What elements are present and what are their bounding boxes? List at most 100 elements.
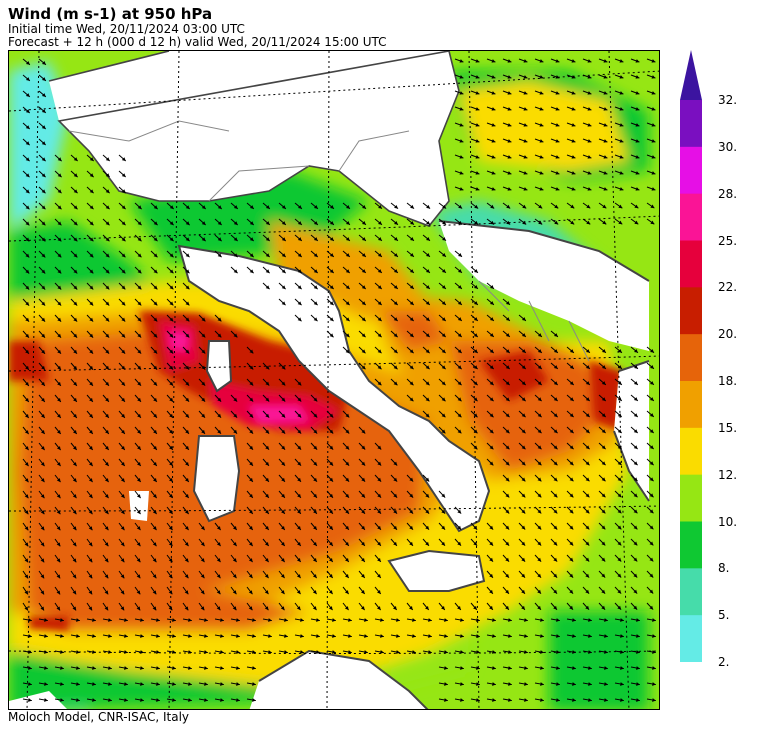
wind-arrow-head xyxy=(73,413,77,418)
wind-arrow-head xyxy=(281,477,285,482)
wind-arrow-head xyxy=(489,429,494,434)
wind-arrow-head xyxy=(409,509,414,514)
wind-arrow-head xyxy=(24,446,29,451)
wind-arrow-head xyxy=(425,381,430,386)
wind-arrow-head xyxy=(505,557,510,562)
wind-arrow-head xyxy=(329,558,333,562)
wind-arrow-head xyxy=(168,510,173,515)
wind-arrow-head xyxy=(265,365,270,370)
wind-arrow-head xyxy=(601,461,606,466)
wind-arrow-head xyxy=(537,477,542,482)
wind-arrow-head xyxy=(508,666,512,670)
wind-arrow-head xyxy=(44,682,48,686)
wind-arrow-head xyxy=(248,526,253,530)
wind-arrow-head xyxy=(473,317,478,321)
wind-arrow-head xyxy=(137,269,142,274)
wind-arrow-head xyxy=(620,650,624,654)
wind-arrow-head xyxy=(313,477,317,482)
wind-arrow-head xyxy=(184,542,189,547)
wind-arrow-head xyxy=(601,349,606,353)
wind-arrow-head xyxy=(25,93,30,97)
wind-arrow-head xyxy=(152,478,157,482)
wind-arrow-head xyxy=(601,525,606,530)
wind-field-svg xyxy=(9,51,659,709)
wind-arrow-head xyxy=(169,445,173,450)
wind-arrow-head xyxy=(72,558,77,563)
wind-arrow-head xyxy=(426,220,431,225)
wind-arrow-head xyxy=(410,237,414,241)
wind-arrow-head xyxy=(120,542,125,547)
wind-arrow-head xyxy=(569,493,574,498)
wind-arrow-head xyxy=(507,107,512,111)
wind-arrow-head xyxy=(121,381,125,386)
wind-arrow-head xyxy=(297,477,301,482)
wind-arrow-head xyxy=(635,91,640,95)
wind-arrow-head xyxy=(233,397,238,402)
wind-arrow-head xyxy=(297,317,302,322)
wind-arrow-head xyxy=(425,413,430,418)
wind-arrow-head xyxy=(489,381,494,386)
wind-arrow-head xyxy=(475,187,480,191)
wind-arrow-head xyxy=(217,205,222,209)
wind-arrow-head xyxy=(72,462,77,467)
wind-arrow-head xyxy=(603,187,608,191)
wind-arrow-head xyxy=(553,381,558,385)
wind-arrow-head xyxy=(585,397,590,401)
wind-arrow-head xyxy=(169,269,174,274)
wind-arrow-head xyxy=(460,682,464,686)
wind-arrow-head xyxy=(508,698,512,702)
wind-arrow-head xyxy=(428,650,432,654)
wind-arrow-head xyxy=(649,445,654,450)
wind-arrow-head xyxy=(57,413,61,418)
wind-arrow-head xyxy=(635,123,640,127)
wind-arrow-head xyxy=(553,365,558,369)
wind-arrow-head xyxy=(619,75,624,79)
wind-arrow-head xyxy=(555,59,560,63)
wind-arrow-head xyxy=(569,525,574,530)
wind-arrow-head xyxy=(73,157,78,162)
wind-arrow-head xyxy=(571,123,576,127)
wind-arrow-head xyxy=(201,413,206,418)
wind-arrow-head xyxy=(507,75,512,79)
wind-arrow-head xyxy=(377,253,382,257)
wind-arrow-head xyxy=(393,509,398,514)
wind-arrow-head xyxy=(521,573,526,578)
wind-arrow-head xyxy=(505,605,509,610)
wind-arrow-head xyxy=(329,429,334,434)
wind-arrow-head xyxy=(232,606,237,611)
wind-arrow-head xyxy=(169,317,174,322)
colorbar-label: 15. xyxy=(718,420,738,435)
wind-arrow-head xyxy=(601,493,606,498)
wind-arrow-head xyxy=(361,429,366,434)
wind-arrow-head xyxy=(121,301,126,306)
wind-arrow-head xyxy=(361,237,366,241)
wind-arrow-head xyxy=(617,525,622,530)
wind-arrow-head xyxy=(633,589,638,594)
wind-arrow-head xyxy=(88,462,93,467)
wind-arrow-head xyxy=(41,237,46,242)
wind-arrow-head xyxy=(459,75,464,79)
forecast-valid-label: Forecast + 12 h (000 d 12 h) valid Wed, … xyxy=(8,35,387,49)
wind-arrow-head xyxy=(601,445,606,450)
initial-time-label: Initial time Wed, 20/11/2024 03:00 UTC xyxy=(8,22,245,36)
wind-arrow-head xyxy=(249,381,254,386)
wind-arrow-head xyxy=(619,171,624,175)
wind-arrow-head xyxy=(265,253,270,258)
wind-arrow-head xyxy=(105,253,110,258)
wind-arrow-head xyxy=(618,204,623,209)
wind-arrow-head xyxy=(537,445,542,450)
wind-arrow-head xyxy=(57,205,62,210)
wind-arrow-head xyxy=(620,618,624,622)
wind-arrow-head xyxy=(539,59,544,63)
wind-arrow-head xyxy=(617,381,622,385)
wind-arrow-head xyxy=(281,253,286,258)
wind-arrow-head xyxy=(457,365,462,370)
wind-arrow-head xyxy=(217,333,222,338)
wind-arrow-head xyxy=(489,589,493,594)
wind-arrow-head xyxy=(41,414,45,418)
wind-arrow-head xyxy=(361,525,365,530)
wind-arrow-head xyxy=(473,541,478,546)
wind-arrow-head xyxy=(185,429,189,434)
wind-arrow-head xyxy=(265,205,270,209)
wind-arrow-head xyxy=(185,413,189,418)
